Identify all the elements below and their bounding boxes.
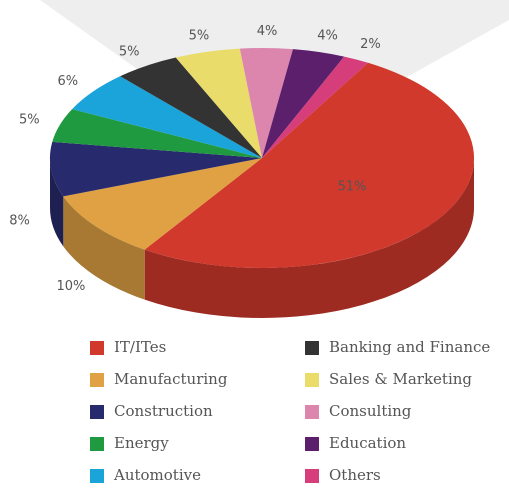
slice-side [50,158,64,247]
legend-swatch [90,405,104,419]
value-label: 8% [9,214,30,229]
slice [239,47,293,158]
legend-swatch [305,469,319,483]
legend-label: Sales & Marketing [329,370,472,388]
legend-label: Construction [114,402,213,420]
value-label: 51% [338,179,367,194]
value-label: 6% [57,74,78,89]
slice [175,48,262,158]
slice [63,158,262,250]
value-label: 10% [56,279,85,294]
value-label: 5% [189,28,210,43]
legend-label: Energy [114,434,169,452]
legend-label: Others [329,466,381,484]
slice [52,109,263,158]
value-label: 4% [257,24,278,39]
legend-swatch [305,437,319,451]
value-label: 5% [19,113,40,128]
value-label: 4% [317,29,338,44]
slice [120,57,262,159]
slice-side [144,158,475,319]
value-label: 5% [119,44,140,59]
legend-label: Education [329,434,406,452]
slice [262,49,345,159]
legend-swatch [90,469,104,483]
legend-swatch [305,405,319,419]
legend-label: Automotive [113,466,201,484]
slice [144,62,475,269]
slice [72,76,263,158]
legend-label: IT/ITes [114,338,166,356]
value-label: 2% [360,37,381,52]
slice-side [63,196,145,300]
legend-label: Consulting [329,402,412,420]
legend-label: Banking and Finance [329,338,490,356]
legend-swatch [90,373,104,387]
legend-swatch [90,341,104,355]
legend-swatch [305,373,319,387]
legend-swatch [90,437,104,451]
slice [50,141,263,197]
legend-swatch [305,341,319,355]
slice [262,56,368,158]
legend-label: Manufacturing [114,370,228,388]
